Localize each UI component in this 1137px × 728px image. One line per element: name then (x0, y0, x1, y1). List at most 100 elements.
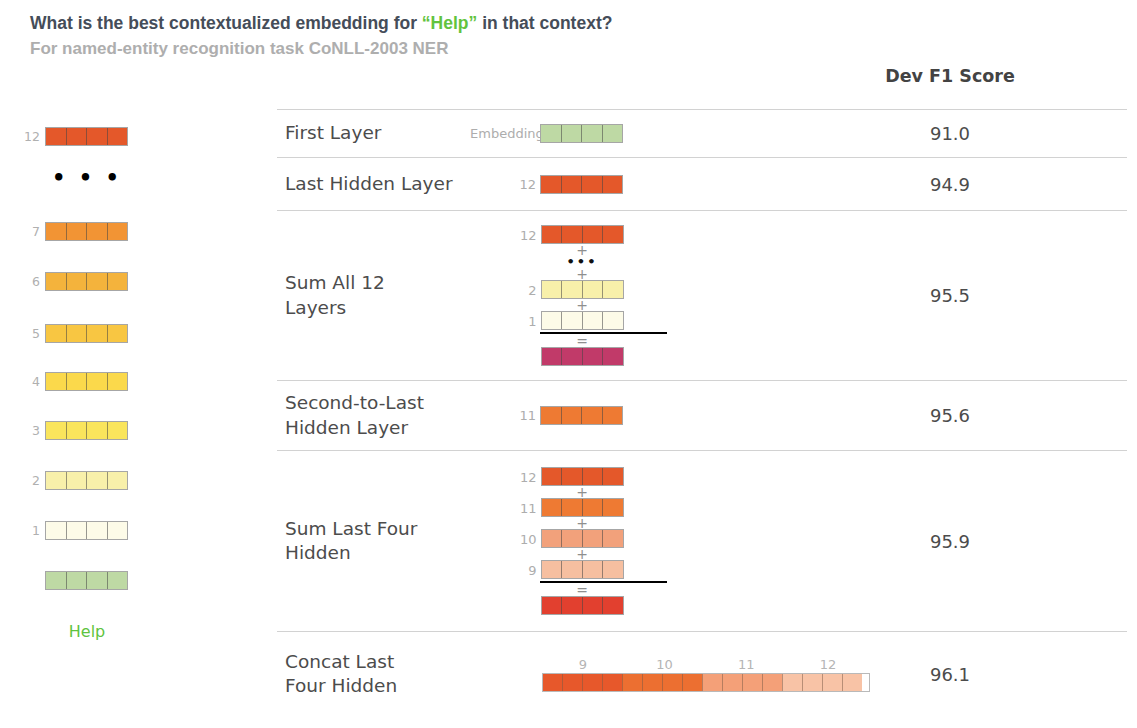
strategy-table: First LayerEmbedding 91.0 Last Hidden Laye… (277, 109, 1127, 728)
vector-cell (46, 572, 66, 589)
vector-cell (46, 223, 66, 240)
vector-with-tag: 12 (541, 225, 624, 244)
layer-number-label: 10 (471, 531, 537, 546)
dev-f1-score: 91.0 (870, 123, 1030, 144)
vector-cell (107, 522, 128, 539)
layer-vector (541, 498, 624, 517)
vector-cell (86, 273, 107, 290)
layer-number-label: 12 (0, 129, 40, 144)
layer-number-label: 7 (0, 224, 40, 239)
vector-with-tag: 11 (541, 498, 624, 517)
table-row: Second-to-LastHidden Layer1195.6 (277, 380, 1127, 450)
row-art: 9101112 (470, 657, 870, 692)
vector-cell (542, 226, 562, 243)
vector-cell (86, 422, 107, 439)
plus-sign: + (576, 486, 588, 498)
vector-cell (107, 422, 128, 439)
vector-cell (842, 674, 862, 691)
layer-number-label: 1 (0, 523, 40, 538)
layer-number-label: 2 (471, 282, 537, 297)
plus-sign: + (576, 517, 588, 529)
vector-cell (46, 522, 66, 539)
vector-cell (582, 561, 603, 578)
vector-with-tag: 9 (541, 560, 624, 579)
concat-group-label: 10 (624, 657, 706, 673)
vector-with-tag: 12 (470, 175, 870, 194)
layer-vector (541, 596, 624, 615)
vector-with-tag: 1 (541, 311, 624, 330)
title-text-pre: What is the best contextualized embeddin… (30, 13, 422, 33)
vector-cell (582, 530, 603, 547)
vector-cell (542, 312, 562, 329)
layer-number-label: 11 (470, 408, 536, 423)
vector-cell (107, 273, 128, 290)
row-label-line: Sum All 12 (285, 271, 470, 295)
row-label-line: First Layer (285, 121, 470, 145)
vector-cell (561, 597, 582, 614)
row-label: Sum Last FourHidden (277, 517, 470, 566)
layer-number-label: 12 (471, 469, 537, 484)
layer-number-label: 6 (0, 274, 40, 289)
vector-cell (543, 674, 562, 691)
vector-cell (46, 325, 66, 342)
layer-number-label: 2 (0, 473, 40, 488)
left-stack-item: 1 (0, 521, 128, 540)
vector-cell (66, 373, 87, 390)
vector-cell (46, 422, 66, 439)
vector-cell (582, 674, 602, 691)
vector-cell (66, 273, 87, 290)
layer-vector (45, 471, 128, 490)
vector-cell (742, 674, 762, 691)
row-label: First Layer (277, 121, 470, 145)
table-row: Sum All 12Layers12+•••+2+1=95.5 (277, 210, 1127, 380)
vector-cell (602, 226, 623, 243)
vector-cell (561, 281, 582, 298)
layer-vector (45, 421, 128, 440)
equals-sign: = (576, 335, 588, 347)
vector-cell (602, 281, 623, 298)
vector-cell (86, 325, 107, 342)
table-row: Concat LastFour Hidden910111296.1 (277, 631, 1127, 728)
layer-vector (541, 280, 624, 299)
vector-cell (541, 125, 561, 142)
layer-vector (540, 175, 623, 194)
left-stack-item (0, 571, 128, 590)
layer-number-label: Embedding (470, 126, 536, 141)
vector-cell (541, 176, 561, 193)
row-label: Sum All 12Layers (277, 271, 470, 320)
vector-cell (662, 674, 682, 691)
vector-cell (602, 125, 623, 142)
row-label-line: Sum Last Four (285, 517, 470, 541)
vector-with-tag: 11 (470, 406, 870, 425)
left-stack-item: 4 (0, 372, 128, 391)
vector-cell (582, 499, 603, 516)
layer-number-label: 5 (0, 326, 40, 341)
layer-number-label: 4 (0, 374, 40, 389)
row-label: Concat LastFour Hidden (277, 650, 470, 699)
row-art: 12+•••+2+1= (470, 225, 870, 366)
layer-vector (540, 124, 623, 143)
vector-cell (562, 674, 582, 691)
vector-cell (86, 223, 107, 240)
vector-cell (581, 407, 602, 424)
left-stack-item: 5 (0, 324, 128, 343)
vector-cell (66, 572, 87, 589)
layer-vector (541, 311, 624, 330)
vector-cell (561, 125, 582, 142)
layer-number-label: 11 (471, 500, 537, 515)
row-label: Second-to-LastHidden Layer (277, 391, 470, 440)
vector-cell (86, 572, 107, 589)
vector-cell (107, 325, 128, 342)
left-stack-item: 3 (0, 421, 128, 440)
vector-cell (582, 226, 603, 243)
vector-cell (561, 407, 582, 424)
vector-cell (107, 128, 128, 145)
layer-number-label: 1 (471, 313, 537, 328)
row-label-line: Last Hidden Layer (285, 172, 470, 196)
vector-cell (602, 499, 623, 516)
row-label-line: Layers (285, 296, 470, 320)
table-row: First LayerEmbedding 91.0 (277, 109, 1127, 157)
vector-cell (66, 472, 87, 489)
vector-cell (542, 499, 562, 516)
vector-cell (46, 128, 66, 145)
